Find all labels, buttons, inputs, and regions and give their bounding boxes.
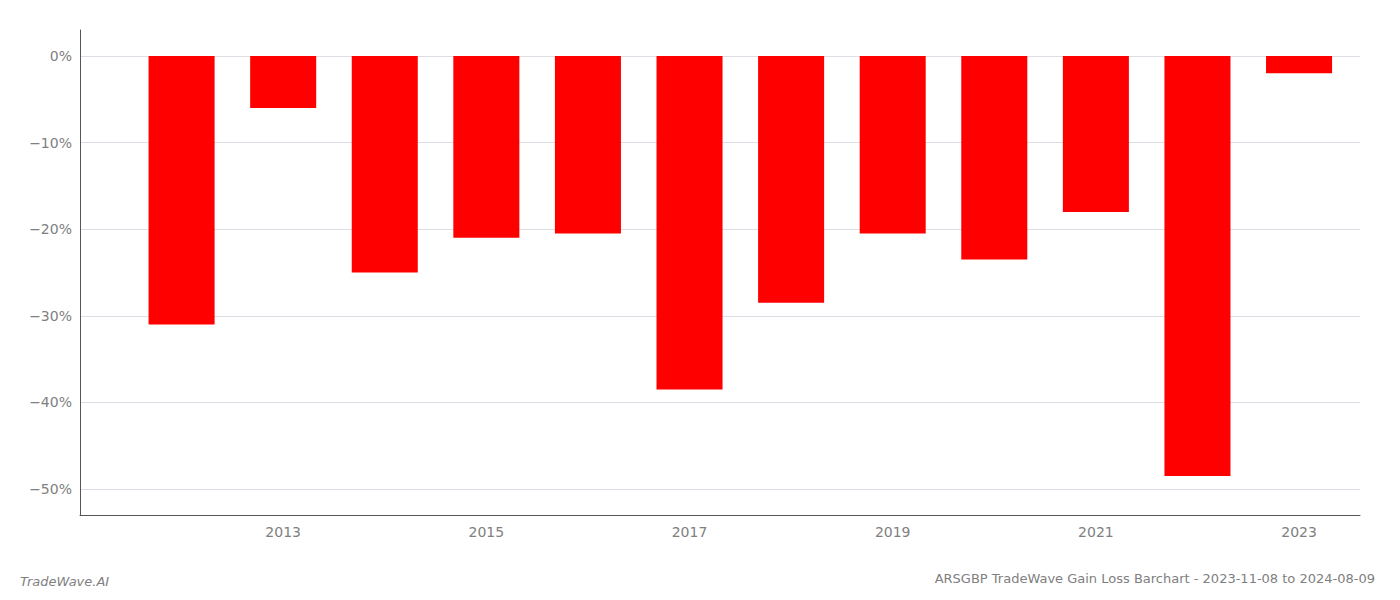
svg-text:2017: 2017 [672, 524, 708, 540]
svg-text:TradeWave.AI: TradeWave.AI [20, 574, 109, 589]
svg-text:−30%: −30% [29, 308, 72, 324]
svg-text:2021: 2021 [1078, 524, 1114, 540]
svg-text:−10%: −10% [29, 135, 72, 151]
svg-text:2015: 2015 [469, 524, 505, 540]
svg-text:ARSGBP TradeWave Gain Loss Bar: ARSGBP TradeWave Gain Loss Barchart - 20… [935, 571, 1375, 586]
svg-text:2013: 2013 [265, 524, 301, 540]
svg-text:2023: 2023 [1281, 524, 1317, 540]
svg-text:−50%: −50% [29, 481, 72, 497]
svg-text:0%: 0% [50, 48, 72, 64]
svg-text:−20%: −20% [29, 221, 72, 237]
svg-text:2019: 2019 [875, 524, 911, 540]
svg-text:−40%: −40% [29, 394, 72, 410]
